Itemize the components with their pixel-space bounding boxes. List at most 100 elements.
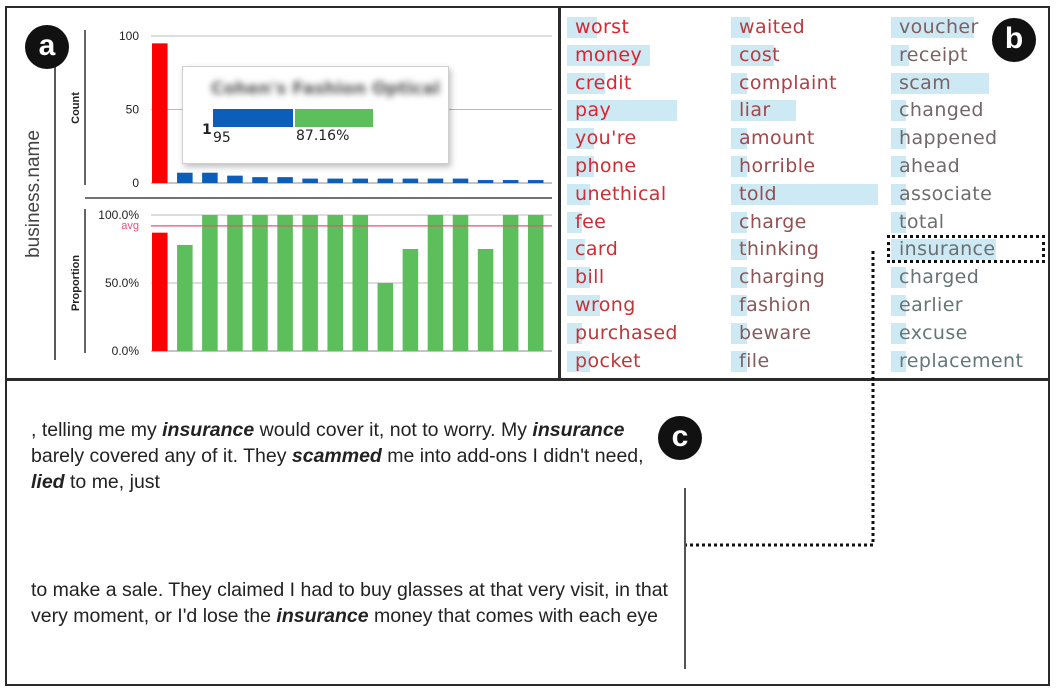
word-label: card [575,238,619,261]
word-score-bar [567,211,582,233]
word-label: charged [899,266,980,289]
word-label: you're [575,127,637,150]
proportion-bar [452,215,469,351]
count-bar [227,175,243,183]
count-bar [202,172,218,183]
word-item-total[interactable]: total [891,209,944,236]
text-segment: to me, just [64,471,160,493]
word-item-phone[interactable]: phone [567,153,636,180]
word-item-pocket[interactable]: pocket [567,348,641,375]
word-label: total [899,210,945,233]
word-item-told[interactable]: told [731,181,878,208]
word-item-charge[interactable]: charge [731,209,807,236]
selected-word-box[interactable] [887,235,1045,263]
word-item-waited[interactable]: waited [731,14,805,41]
word-item-insurance[interactable]: insurance [891,236,996,263]
word-item-earlier[interactable]: earlier [891,292,963,319]
proportion-bar [527,215,544,351]
word-item-money[interactable]: money [567,42,650,69]
count-bar [277,177,293,183]
proportion-bar [377,283,394,351]
word-item-fashion[interactable]: fashion [731,292,811,319]
y-tick-label: 0 [132,176,139,190]
word-item-bill[interactable]: bill [567,264,605,291]
word-item-changed[interactable]: changed [891,97,984,124]
word-item-beware[interactable]: beware [731,320,811,347]
word-item-purchased[interactable]: purchased [567,320,678,347]
word-score-bar [731,156,747,177]
panel-a-bar-charts: business.name Count 0 50 100 Proportion 0.0% 50… [7,8,558,378]
word-score-bar [731,211,747,233]
y-tick-label: 100.0% [98,208,139,222]
word-label: replacement [899,349,1024,372]
word-item-file[interactable]: file [731,348,770,375]
word-score-bar [567,183,590,205]
word-item-excuse[interactable]: excuse [891,320,968,347]
word-label: receipt [899,43,968,66]
count-bar [152,43,168,183]
word-item-complaint[interactable]: complaint [731,70,837,97]
word-label: happened [899,127,998,150]
word-label: fashion [739,294,812,316]
word-label: wrong [575,294,636,316]
word-score-bar [567,322,582,344]
word-label: excuse [899,321,968,344]
word-score-bar [567,100,677,122]
word-score-bar [567,156,594,177]
word-item-credit[interactable]: credit [567,70,632,97]
word-score-bar [891,211,906,233]
word-label: credit [575,71,632,94]
word-score-bar [567,44,650,66]
word-item-worst[interactable]: worst [567,14,629,41]
text-segment: would cover it, not to worry. My [254,419,533,441]
word-item-youre[interactable]: you're [567,125,637,152]
word-item-amount[interactable]: amount [731,125,815,152]
word-item-charging[interactable]: charging [731,264,825,291]
text-segment: to make a sale. They claimed I had to bu… [31,579,668,627]
word-item-unethical[interactable]: unethical [567,181,667,208]
word-item-horrible[interactable]: horrible [731,153,815,180]
word-item-ahead[interactable]: ahead [891,153,960,180]
y-axis-title: Proportion [70,255,82,311]
proportion-bar [477,249,494,351]
badge-a: a [25,25,69,69]
word-item-wrong[interactable]: wrong [567,292,636,319]
word-item-voucher[interactable]: voucher [891,14,979,41]
tooltip-proportion: 87.16% [296,128,350,144]
word-item-thinking[interactable]: thinking [731,236,819,263]
proportion-bar [327,215,343,351]
word-item-charged[interactable]: charged [891,264,979,291]
word-item-associate[interactable]: associate [891,181,992,208]
word-label: pocket [575,349,641,372]
word-item-cost[interactable]: cost [731,42,780,69]
word-item-fee[interactable]: fee [567,209,606,236]
word-label: worst [575,16,630,38]
word-score-bar [567,267,590,289]
count-bar [177,172,193,183]
word-item-card[interactable]: card [567,236,618,263]
tooltip-proportion-bar [295,109,373,127]
count-bar [527,180,544,183]
highlighted-term: scammed [291,445,382,467]
count-bar [252,177,268,183]
word-score-bar [891,156,906,177]
count-bar [377,178,394,183]
word-score-bar [891,128,906,150]
word-item-happened[interactable]: happened [891,125,998,152]
highlighted-term: lied [31,471,65,493]
word-label: waited [739,16,806,38]
proportion-bar [302,215,318,351]
word-item-receipt[interactable]: receipt [891,42,968,69]
word-score-bar [891,100,906,122]
word-score-bar [731,128,747,150]
word-item-scam[interactable]: scam [891,70,989,97]
word-item-liar[interactable]: liar [731,97,796,124]
word-item-replacement[interactable]: replacement [891,348,1023,375]
word-score-bar [567,72,605,94]
word-item-pay[interactable]: pay [567,97,677,124]
word-score-bar [891,267,906,289]
vertical-divider [558,6,561,380]
word-label: amount [739,127,815,150]
word-score-bar [891,350,906,372]
tooltip-index: 1 [202,122,212,138]
